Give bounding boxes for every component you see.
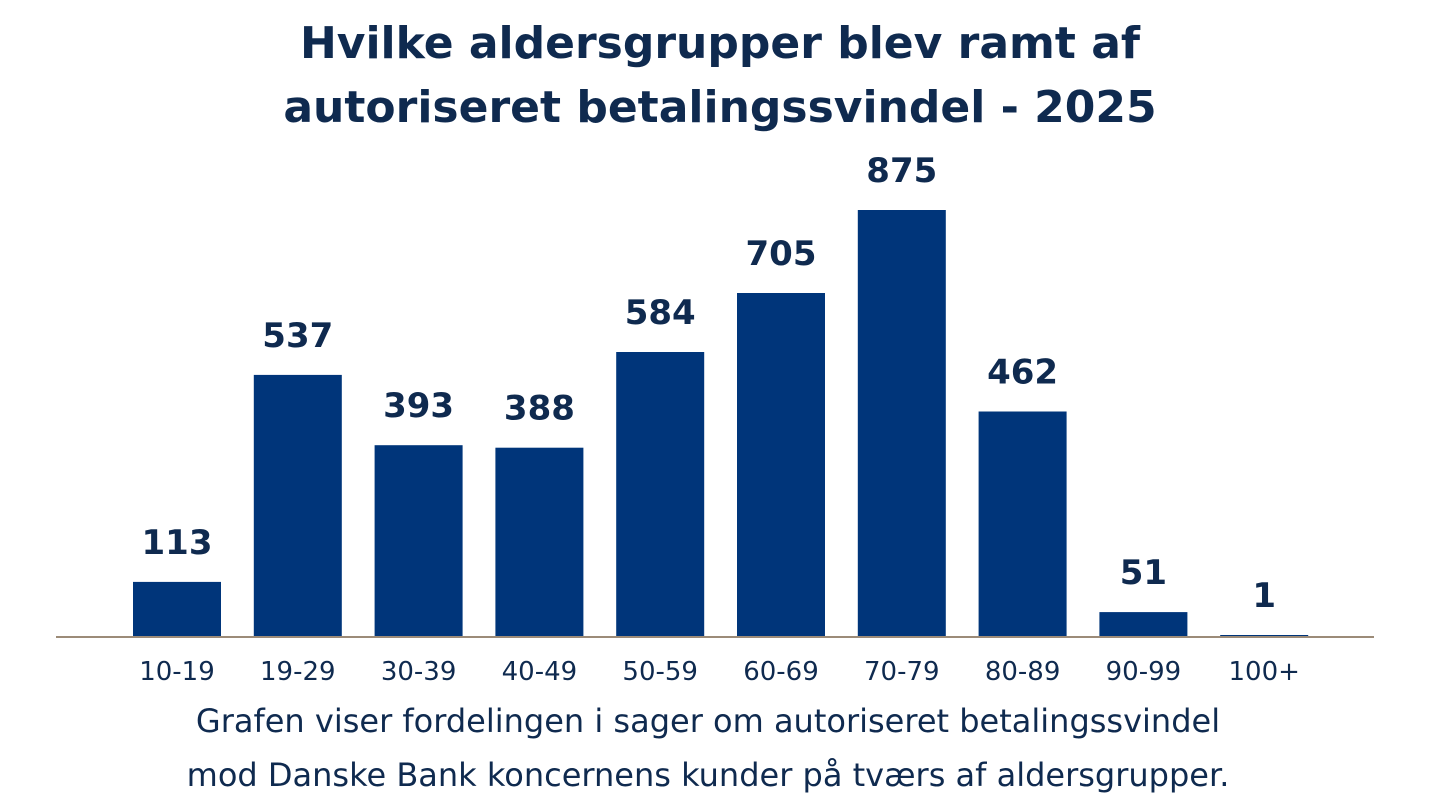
chart-title: Hvilke aldersgrupper blev ramt af autori…: [283, 18, 1156, 133]
tick-label-60-69: 60-69: [743, 657, 819, 687]
bar-40-49: [495, 447, 584, 637]
tick-label-50-59: 50-59: [622, 657, 698, 687]
bar-60-69: [737, 293, 825, 637]
tick-label-40-49: 40-49: [502, 657, 578, 687]
tick-label-90-99: 90-99: [1106, 657, 1182, 687]
caption-line-2: mod Danske Bank koncernens kunder på tvæ…: [187, 756, 1230, 794]
value-label-100+: 1: [1252, 576, 1276, 616]
value-label-10-19: 113: [142, 523, 213, 563]
value-label-50-59: 584: [625, 293, 696, 333]
value-label-40-49: 388: [504, 389, 575, 429]
chart-title-line-1: Hvilke aldersgrupper blev ramt af: [300, 18, 1141, 69]
value-label-80-89: 462: [987, 353, 1058, 393]
x-axis-tick-labels: 10-19 19-29 30-39 40-49 50-59 60-69 70-79 80-89…: [139, 657, 1300, 687]
bar-90-99: [1099, 612, 1188, 637]
value-labels: 113 537 393 388 584 705 875 462 51 1: [142, 151, 1277, 616]
value-label-19-29: 537: [262, 316, 333, 356]
tick-label-70-79: 70-79: [864, 657, 940, 687]
bar-30-39: [374, 445, 463, 637]
value-label-30-39: 393: [383, 386, 454, 426]
value-label-90-99: 51: [1120, 553, 1167, 593]
tick-label-19-29: 19-29: [260, 657, 336, 687]
value-label-60-69: 705: [746, 234, 817, 274]
tick-label-100+: 100+: [1228, 657, 1299, 687]
tick-label-80-89: 80-89: [985, 657, 1061, 687]
bar-10-19: [133, 581, 221, 637]
chart-caption: Grafen viser fordelingen i sager om auto…: [187, 702, 1230, 794]
bar-70-79: [857, 210, 946, 637]
bar-80-89: [978, 411, 1067, 637]
chart-title-line-2: autoriseret betalingssvindel - 2025: [283, 82, 1156, 133]
tick-label-10-19: 10-19: [139, 657, 215, 687]
bar-50-59: [616, 352, 705, 637]
value-label-70-79: 875: [866, 151, 937, 191]
tick-label-30-39: 30-39: [381, 657, 457, 687]
bars: [133, 210, 1309, 637]
bar-19-29: [253, 374, 342, 637]
caption-line-1: Grafen viser fordelingen i sager om auto…: [196, 702, 1220, 740]
